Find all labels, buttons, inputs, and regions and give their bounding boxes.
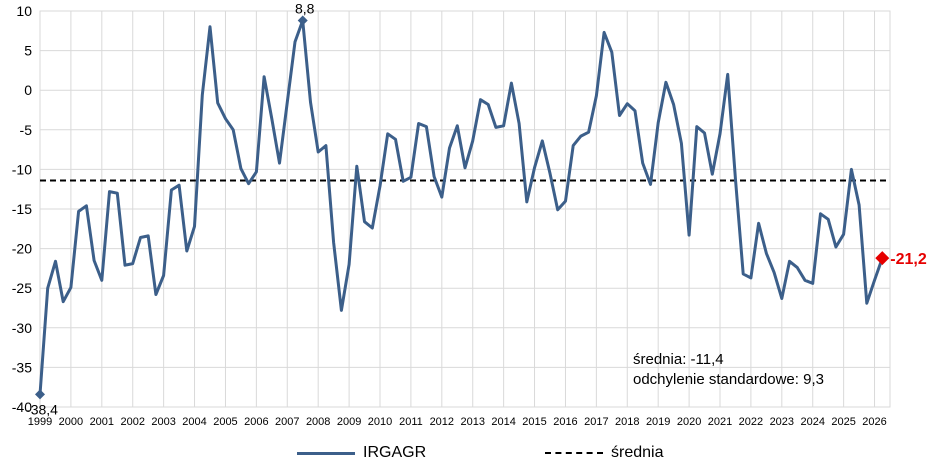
x-tick-label: 1999: [28, 416, 52, 428]
x-tick-label: 2008: [306, 416, 330, 428]
x-tick-label: 2007: [275, 416, 299, 428]
x-tick-label: 2000: [59, 416, 83, 428]
x-tick-label: 2013: [460, 416, 484, 428]
x-tick-label: 2022: [739, 416, 763, 428]
y-tick-label: -5: [20, 122, 33, 138]
x-tick-label: 2006: [244, 416, 268, 428]
x-tick-label: 2001: [90, 416, 114, 428]
y-tick-label: -25: [12, 280, 32, 296]
x-tick-label: 2011: [399, 416, 423, 428]
x-tick-label: 2021: [708, 416, 732, 428]
point-label: -38,4: [26, 401, 58, 417]
x-tick-label: 2017: [584, 416, 608, 428]
legend-swatch-mean: [545, 452, 603, 454]
y-tick-label: 0: [24, 82, 32, 98]
x-tick-label: 2016: [553, 416, 577, 428]
x-tick-label: 2002: [120, 416, 144, 428]
y-tick-label: -35: [12, 359, 32, 375]
point-label: 8,8: [295, 1, 315, 17]
y-tick-label: 5: [24, 43, 32, 59]
legend-label-series: IRGAGR: [363, 444, 427, 461]
y-tick-label: -40: [12, 399, 32, 415]
legend-item-mean: średnia: [545, 444, 663, 462]
x-tick-label: 2024: [800, 416, 824, 428]
stats-annotation-line: odchylenie standardowe: 9,3: [633, 371, 824, 388]
point-marker: [297, 15, 308, 26]
y-tick-label: 10: [16, 3, 32, 19]
x-tick-label: 2025: [831, 416, 855, 428]
last-value-label: -21,2: [890, 251, 927, 268]
stats-annotation-line: średnia: -11,4: [633, 351, 724, 368]
x-tick-label: 2005: [213, 416, 237, 428]
legend-swatch-series: [297, 451, 355, 455]
x-tick-label: 2003: [151, 416, 175, 428]
legend-item-series: IRGAGR: [297, 444, 426, 462]
y-tick-label: -30: [12, 320, 32, 336]
point-marker: [35, 389, 45, 400]
x-tick-label: 2026: [862, 416, 886, 428]
x-tick-label: 2010: [368, 416, 392, 428]
series-line-irgagr: [38, 19, 884, 395]
legend: IRGAGR średnia: [0, 444, 945, 468]
x-tick-label: 2018: [615, 416, 639, 428]
y-tick-label: -15: [12, 201, 32, 217]
legend-label-mean: średnia: [611, 444, 664, 461]
x-tick-label: 2015: [522, 416, 546, 428]
x-tick-label: 2020: [677, 416, 701, 428]
plot-area-border: [39, 10, 891, 408]
x-tick-label: 2014: [491, 416, 515, 428]
x-tick-label: 2023: [770, 416, 794, 428]
x-tick-label: 2004: [182, 416, 206, 428]
last-value-marker: [875, 251, 890, 266]
x-tick-label: 2009: [337, 416, 361, 428]
x-tick-label: 2019: [646, 416, 670, 428]
x-tick-label: 2012: [430, 416, 454, 428]
y-tick-label: -20: [12, 241, 32, 257]
y-tick-label: -10: [12, 161, 32, 177]
